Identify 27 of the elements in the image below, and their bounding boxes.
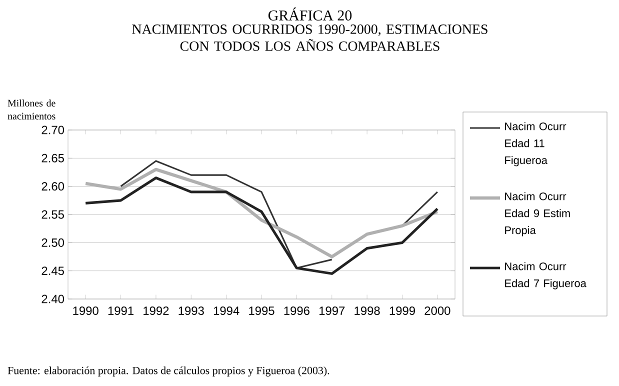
x-tick-label: 1998	[354, 306, 380, 315]
y-tick-label: 2.40	[42, 294, 64, 304]
x-tick-label: 1992	[144, 306, 169, 315]
y-tick-label: 2.50	[42, 238, 64, 247]
x-tick-label: 1994	[214, 306, 240, 315]
chart-subtitle: NACIMIENTOS OCURRIDOS 1990-2000, ESTIMACIONES CON TODOS LOS AÑOS COMPARABLES	[132, 24, 488, 51]
y-tick-label: 2.55	[42, 210, 64, 219]
line-series	[84, 168, 440, 258]
x-tick-label: 1993	[178, 306, 204, 315]
y-tick-label: 2.65	[42, 154, 64, 162]
y-tick-label: 2.60	[42, 182, 64, 191]
x-tick-label: 1990	[73, 306, 98, 315]
x-tick-label: 1991	[108, 306, 134, 315]
x-tick-label: 1999	[390, 306, 415, 315]
y-tick-label: 2.45	[42, 266, 64, 276]
line-series	[84, 176, 439, 275]
x-tick-label: 1995	[249, 306, 274, 315]
legend-label: Nacim Ocurr Edad 7 Figueroa	[505, 262, 586, 290]
legend-label: Nacim Ocurr Edad 9 Estim Propia	[505, 192, 570, 236]
x-tick-label: 1997	[319, 306, 345, 315]
chart-title: GRÁFICA 20	[268, 8, 352, 20]
x-tick-label: 2000	[424, 306, 450, 315]
source-note: Fuente: elaboración propia. Datos de cálculos propios y Figueroa (2003).	[8, 366, 330, 376]
y-tick-label: 2.70	[42, 126, 64, 134]
y-axis-title: Millones de nacimientos	[8, 100, 56, 120]
x-tick-label: 1996	[284, 306, 310, 315]
legend-label: Nacim Ocurr Edad 11 Figueroa	[505, 122, 566, 166]
